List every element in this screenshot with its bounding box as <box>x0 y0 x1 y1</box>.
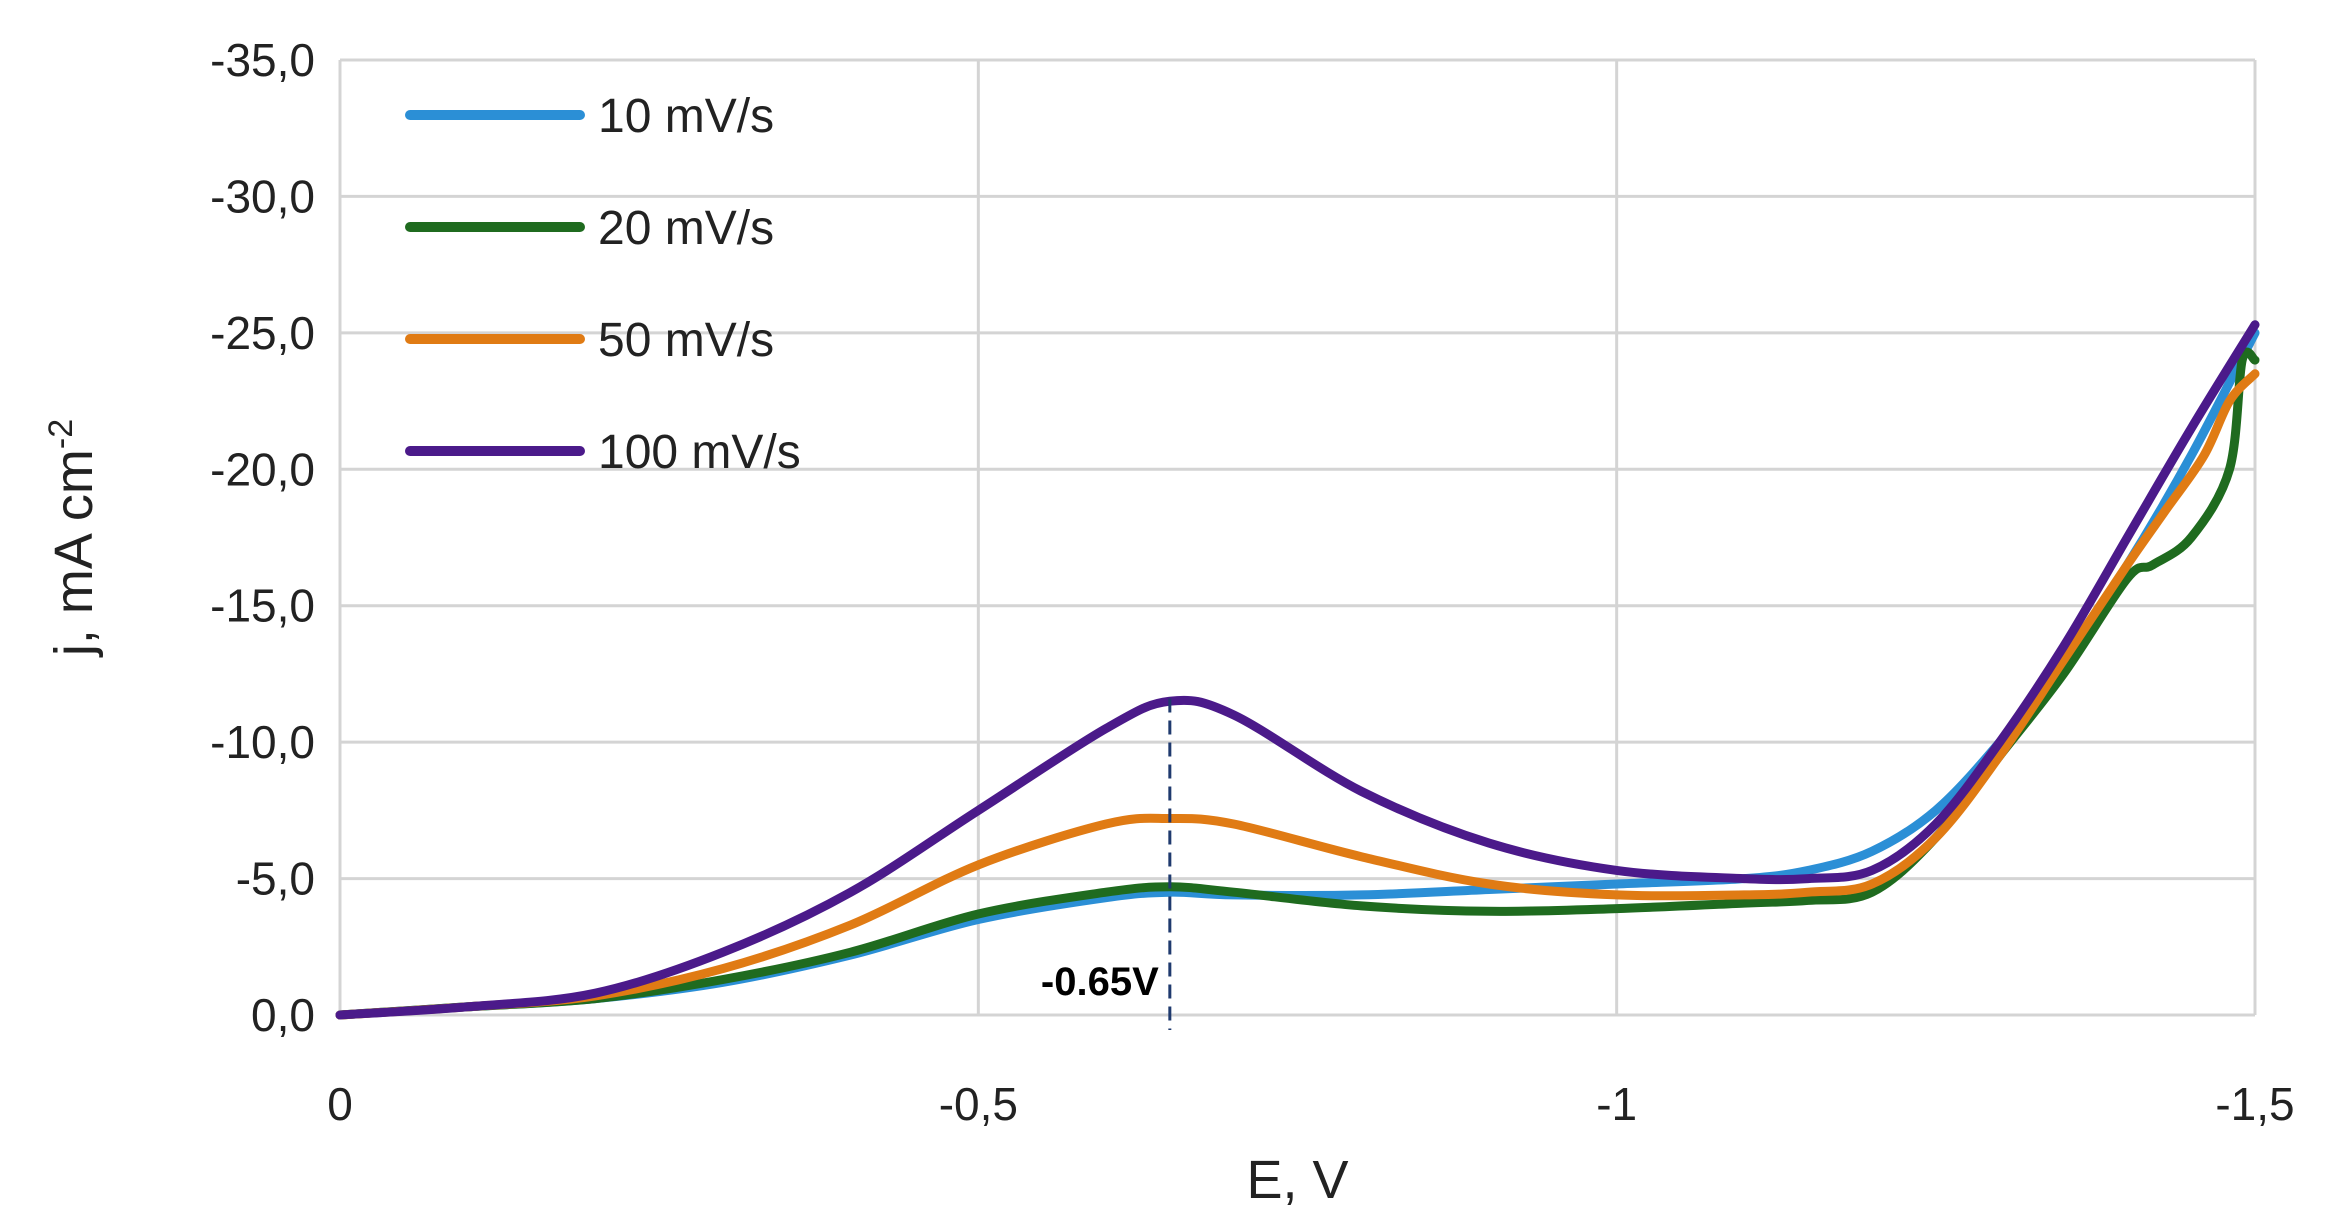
legend-label: 10 mV/s <box>598 90 774 143</box>
y-tick-label: -35,0 <box>210 34 315 86</box>
x-tick-label: -1 <box>1596 1078 1637 1130</box>
y-axis-title-text: j, mA cm <box>44 449 104 658</box>
series-line-4 <box>335 320 2260 1020</box>
y-tick-label: -15,0 <box>210 580 315 632</box>
legend-label: 100 mV/s <box>598 426 801 479</box>
legend-label: 20 mV/s <box>598 202 774 255</box>
y-tick-label: -25,0 <box>210 307 315 359</box>
y-tick-label: 0,0 <box>251 989 315 1041</box>
y-axis-title-superscript: -2 <box>42 419 80 449</box>
y-tick-label: -20,0 <box>210 443 315 495</box>
y-tick-label: -10,0 <box>210 716 315 768</box>
grid <box>338 58 2257 1017</box>
x-axis-title: E, V <box>1246 1150 1348 1210</box>
annotation: -0.65V <box>1041 698 1172 1030</box>
y-tick-label: -5,0 <box>236 853 315 905</box>
y-tick-label: -30,0 <box>210 170 315 222</box>
legend-label: 50 mV/s <box>598 314 774 367</box>
x-tick-label: 0 <box>327 1078 353 1130</box>
plot-series <box>335 320 2260 1020</box>
tick-labels: 0,0 -5,0 -10,0 -15,0 -20,0 -25,0 -30,0 -35,0 0 -0… <box>210 34 2294 1130</box>
series-line-3 <box>335 369 2260 1020</box>
x-tick-label: -1,5 <box>2215 1078 2294 1130</box>
x-tick-label: -0,5 <box>939 1078 1018 1130</box>
y-axis-title: j, mA cm-2 <box>42 419 104 658</box>
peak-annotation-label: -0.65V <box>1041 960 1159 1004</box>
legend: 10 mV/s 20 mV/s 50 mV/s 100 mV/s <box>405 90 801 479</box>
series-line-2 <box>335 347 2260 1020</box>
